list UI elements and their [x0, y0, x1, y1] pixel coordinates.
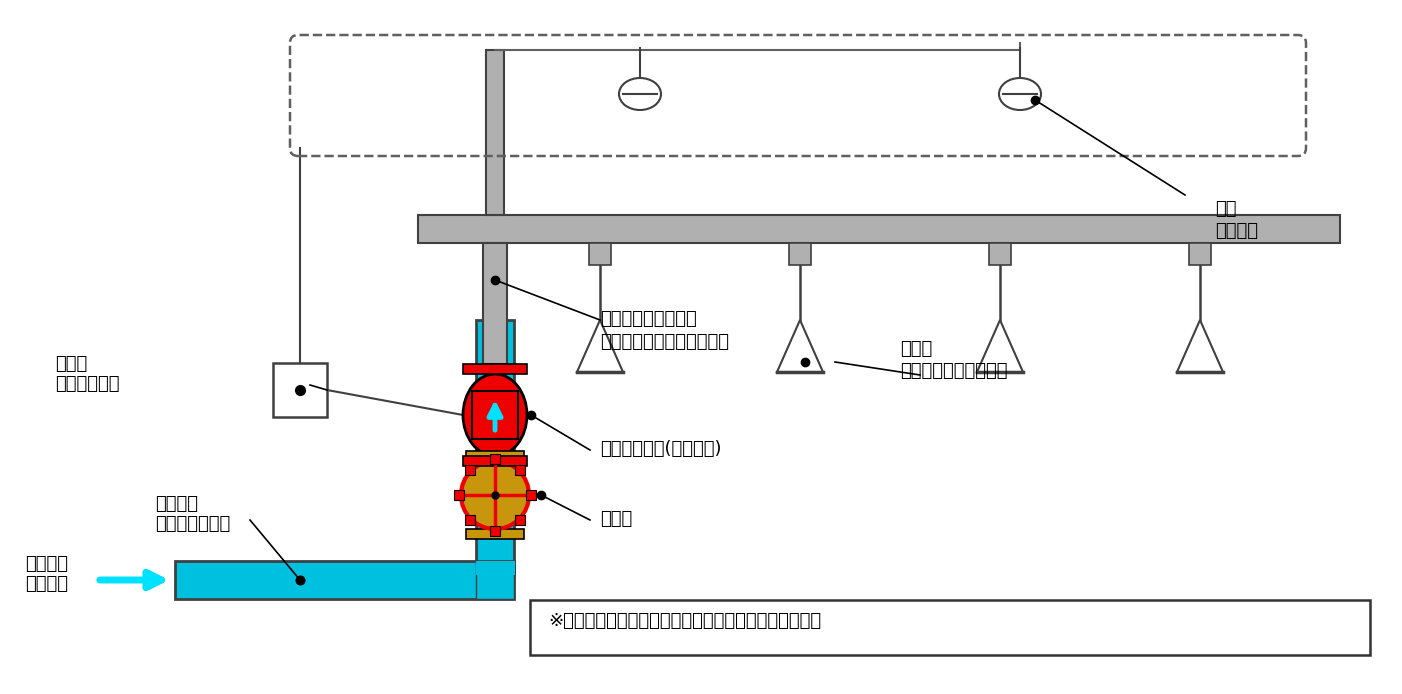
Text: スプリンクラーヘッド: スプリンクラーヘッド [900, 362, 1008, 380]
Bar [1189, 243, 1211, 265]
Bar [472, 391, 517, 439]
Text: 火災: 火災 [1216, 200, 1237, 218]
Text: 満たされている: 満たされている [156, 515, 230, 533]
Bar [464, 464, 474, 475]
Bar [464, 516, 474, 525]
Text: 水は入っていないが: 水は入っていないが [600, 310, 697, 328]
Polygon shape [777, 320, 823, 372]
Bar [486, 50, 503, 215]
Bar [477, 561, 515, 599]
Bar [530, 600, 1370, 655]
Bar [477, 561, 515, 575]
Bar [516, 516, 526, 525]
Bar [491, 526, 501, 536]
Bar [418, 215, 1340, 243]
Text: 流水検知装置(予作動式): 流水検知装置(予作動式) [600, 440, 722, 458]
Bar [454, 490, 464, 500]
Ellipse shape [1000, 78, 1042, 110]
Text: 装置より: 装置より [25, 575, 69, 593]
Bar [516, 464, 526, 475]
Text: ※ヘッドと感知器の両方が作動しない限り放水しない。: ※ヘッドと感知器の両方が作動しない限り放水しない。 [548, 612, 822, 630]
Text: 圧縮空気で加圧されている: 圧縮空気で加圧されている [600, 333, 729, 351]
Polygon shape [1178, 320, 1223, 372]
Bar [988, 243, 1011, 265]
Text: 制御弁: 制御弁 [600, 510, 632, 528]
Bar [465, 529, 524, 539]
Bar [463, 456, 527, 466]
Text: 自動開放機構: 自動開放機構 [55, 375, 119, 393]
Bar [491, 454, 501, 464]
Bar [465, 451, 524, 461]
Bar [463, 364, 527, 374]
Text: 感知器等: 感知器等 [1216, 222, 1258, 240]
Bar [273, 363, 327, 417]
Bar [477, 466, 515, 524]
Bar [477, 320, 515, 575]
Bar [175, 561, 515, 599]
Polygon shape [977, 320, 1023, 372]
Polygon shape [578, 320, 622, 372]
Bar [789, 243, 810, 265]
Text: 加圧水で: 加圧水で [156, 495, 198, 513]
Bar [526, 490, 536, 500]
Bar [589, 243, 611, 265]
Circle shape [461, 461, 529, 529]
Text: 閉鎖型: 閉鎖型 [900, 340, 932, 358]
Bar [484, 243, 508, 364]
Text: バルブ: バルブ [55, 355, 87, 373]
Text: 加圧送水: 加圧送水 [25, 555, 69, 573]
Ellipse shape [463, 374, 527, 456]
Ellipse shape [620, 78, 660, 110]
